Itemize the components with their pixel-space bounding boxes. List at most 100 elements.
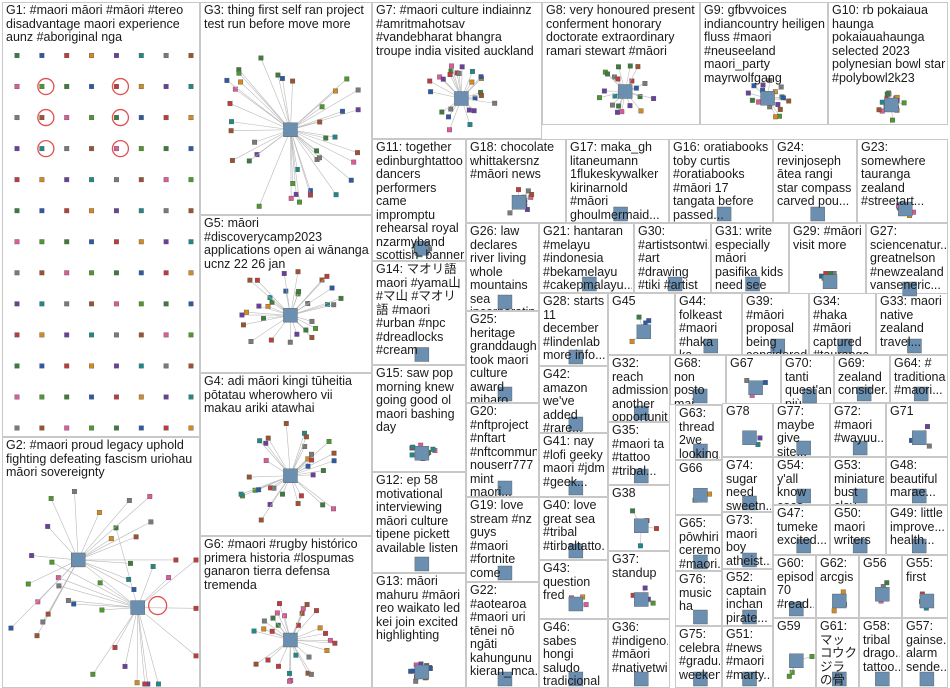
node	[254, 152, 260, 158]
group-graph	[837, 338, 853, 354]
node	[173, 557, 179, 563]
node	[163, 53, 169, 58]
node	[134, 680, 140, 686]
node	[298, 493, 304, 499]
node	[166, 575, 172, 581]
group-g67: G67	[726, 355, 781, 405]
edge	[290, 81, 293, 130]
group-graph	[770, 338, 786, 354]
group-graph	[832, 671, 847, 687]
edge	[68, 600, 138, 608]
node	[113, 146, 119, 152]
hub-node	[875, 671, 890, 687]
node	[307, 192, 313, 198]
node	[516, 187, 521, 193]
node	[630, 508, 636, 514]
hub-node	[568, 349, 584, 365]
node	[113, 301, 119, 307]
node	[39, 53, 45, 58]
group-g57: G57: gainse... alarm sende...	[902, 618, 948, 688]
node	[331, 506, 336, 512]
group-graph	[856, 386, 872, 402]
node	[635, 64, 641, 70]
node	[492, 100, 498, 106]
node	[323, 135, 329, 141]
node	[651, 96, 657, 102]
node	[295, 622, 301, 628]
node	[188, 177, 194, 183]
edge	[290, 129, 300, 203]
node	[138, 177, 144, 183]
node	[188, 394, 194, 400]
hub-node	[742, 609, 757, 625]
group-graph	[568, 543, 584, 559]
node	[745, 90, 751, 96]
edge	[137, 607, 159, 685]
edge	[290, 129, 294, 184]
node	[654, 526, 659, 532]
edge	[137, 607, 146, 685]
node	[239, 312, 245, 318]
group-graph	[497, 480, 513, 496]
hub-node	[693, 671, 708, 687]
node	[297, 199, 302, 205]
group-graph	[412, 241, 433, 258]
edge	[260, 57, 291, 130]
node	[39, 177, 45, 183]
node	[238, 491, 244, 497]
node	[627, 63, 633, 69]
node	[228, 128, 234, 134]
group-g37: G37: standup	[608, 551, 670, 619]
hub-node	[634, 405, 649, 421]
node	[288, 195, 294, 201]
edge	[74, 491, 79, 560]
node	[344, 76, 350, 82]
edge	[47, 559, 79, 615]
edge	[78, 559, 131, 564]
node	[884, 91, 890, 97]
group-g74: G74: sugar need sweetn...	[722, 457, 773, 512]
group-g22: G22: #aotearoa #maori uri tēnei nō ngāti…	[466, 582, 539, 688]
edge	[290, 298, 342, 316]
hub-node	[283, 468, 298, 483]
group-g45: G45	[608, 293, 675, 355]
group-graph	[568, 671, 584, 687]
node	[308, 671, 314, 677]
node	[48, 496, 54, 501]
group-graph	[693, 554, 708, 570]
node	[413, 678, 419, 684]
node	[64, 146, 70, 152]
node	[113, 425, 119, 431]
group-graph	[629, 314, 652, 344]
group-graph	[912, 538, 927, 554]
node	[39, 239, 45, 245]
group-graph	[224, 55, 361, 209]
hub-node	[613, 206, 628, 222]
node	[89, 53, 95, 58]
node	[126, 576, 132, 582]
node	[40, 619, 46, 625]
node	[323, 630, 328, 636]
group-graph	[497, 565, 513, 581]
group-graph	[852, 440, 868, 456]
node	[290, 78, 296, 84]
node	[351, 159, 357, 165]
node	[89, 394, 95, 400]
node	[113, 394, 119, 400]
group-g42: G42: amazon we've added #rare...	[539, 366, 608, 433]
node	[706, 491, 712, 497]
node	[271, 485, 277, 491]
node	[89, 177, 95, 183]
group-graph	[796, 488, 811, 504]
node	[410, 444, 416, 450]
node	[14, 394, 20, 400]
node	[446, 114, 451, 120]
node	[439, 109, 445, 115]
group-g71: G71	[886, 403, 948, 457]
node	[636, 314, 642, 320]
node	[138, 53, 144, 58]
node	[744, 378, 750, 383]
node	[89, 208, 95, 214]
node	[276, 601, 282, 607]
node	[64, 208, 70, 214]
